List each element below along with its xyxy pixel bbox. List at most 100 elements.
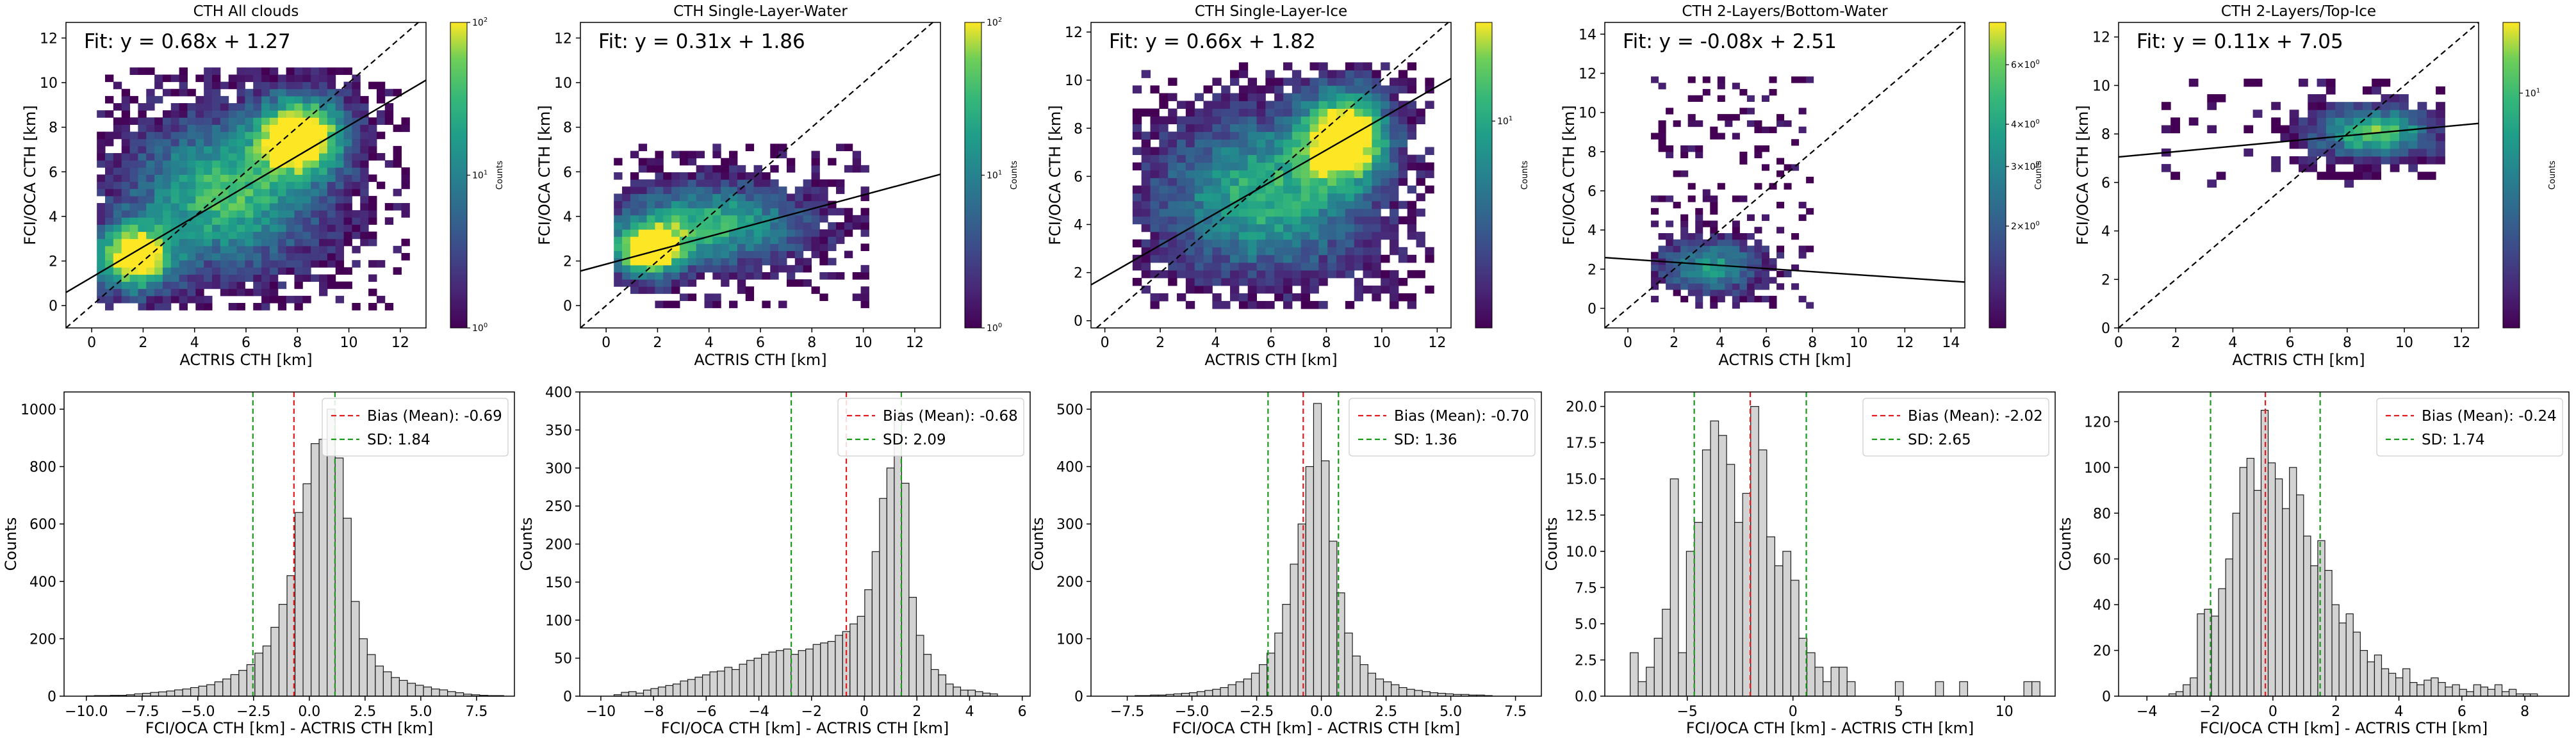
density-cell — [220, 188, 229, 197]
density-cell — [622, 193, 631, 202]
density-cell — [277, 231, 287, 240]
density-cell — [1300, 300, 1311, 309]
density-cell — [1761, 258, 1770, 265]
density-cell — [852, 215, 862, 223]
density-cell — [253, 174, 262, 183]
x-tick-label: 12 — [1428, 335, 1446, 351]
histogram-bar — [753, 658, 762, 697]
y-tick-label: 400 — [29, 574, 56, 590]
density-cell — [1695, 245, 1703, 252]
y-tick-label: 8 — [1587, 145, 1596, 161]
density-cell — [2207, 179, 2217, 188]
density-cell — [294, 217, 303, 225]
density-cell — [138, 145, 147, 154]
density-cell — [1256, 216, 1266, 225]
histogram-bar — [2508, 688, 2517, 697]
density-cell — [663, 265, 672, 273]
x-tick-label: 0 — [1101, 335, 1110, 351]
density-cell — [261, 103, 270, 111]
histogram-bar — [650, 688, 659, 697]
density-cell — [1292, 85, 1302, 94]
histogram-bar — [857, 615, 866, 697]
density-cell — [1390, 170, 1399, 179]
density-cell — [154, 238, 163, 247]
density-cell — [770, 200, 779, 209]
density-cell — [228, 131, 238, 140]
density-cell — [860, 208, 869, 216]
density-cell — [1185, 170, 1195, 179]
density-cell — [113, 210, 122, 218]
density-cell — [1354, 208, 1364, 217]
histogram-bar — [886, 468, 895, 697]
density-cell — [154, 174, 163, 183]
density-cell — [261, 67, 270, 75]
density-cell — [811, 186, 820, 194]
density-cell — [335, 210, 345, 218]
density-cell — [146, 203, 155, 211]
density-cell — [811, 193, 820, 202]
legend-box — [837, 398, 1024, 457]
density-cell — [1150, 224, 1160, 232]
histogram-bar — [2289, 467, 2297, 697]
density-cell — [187, 217, 196, 225]
density-cell — [1300, 170, 1311, 179]
density-cell — [277, 195, 287, 204]
density-cell — [228, 231, 238, 240]
density-cell — [154, 117, 163, 125]
density-cell — [704, 179, 713, 187]
density-cell — [352, 217, 361, 225]
histogram-bar — [2197, 613, 2205, 697]
density-cell — [1318, 101, 1328, 109]
colorbar-tick-label: 101 — [987, 170, 1002, 181]
density-cell — [687, 265, 697, 273]
histogram-bar — [1320, 460, 1330, 697]
density-cell — [277, 138, 287, 147]
histogram-panel: −10 −8 −6 −4 −2 0 2 4 6050100150200250300350400F… — [518, 385, 1031, 737]
density-cell — [1327, 224, 1337, 232]
density-cell — [187, 174, 196, 183]
density-cell — [630, 257, 639, 266]
density-cell — [245, 217, 254, 225]
y-axis-label: Counts — [518, 517, 536, 571]
density-cell — [762, 272, 771, 280]
density-cell — [679, 172, 689, 180]
colorbar — [964, 22, 982, 329]
density-cell — [212, 81, 221, 90]
density-cell — [335, 245, 345, 254]
density-cell — [1407, 254, 1417, 263]
density-cell — [286, 188, 295, 197]
density-cell — [1390, 77, 1399, 86]
density-cell — [614, 172, 623, 180]
density-cell — [302, 67, 311, 75]
histogram-bar — [1742, 493, 1752, 697]
density-cell — [1754, 239, 1762, 247]
density-cell — [286, 110, 295, 118]
density-cell — [311, 238, 320, 247]
density-cell — [212, 67, 221, 75]
density-cell — [1292, 277, 1302, 286]
density-cell — [154, 145, 163, 154]
density-cell — [1739, 233, 1748, 240]
density-cell — [228, 174, 238, 183]
legend-box — [1349, 398, 1536, 457]
density-cell — [393, 124, 402, 133]
density-cell — [1345, 162, 1355, 171]
density-cell — [1238, 170, 1249, 179]
density-cell — [1363, 162, 1372, 171]
density-cell — [671, 236, 680, 244]
x-tick-label: 4 — [2228, 335, 2237, 351]
density-cell — [1354, 154, 1364, 163]
density-cell — [2188, 78, 2199, 87]
density-cell — [376, 131, 386, 140]
density-cell — [2299, 125, 2308, 134]
density-cell — [1203, 124, 1213, 133]
density-cell — [97, 288, 106, 297]
density-cell — [1372, 254, 1381, 263]
x-tick-label: −7.5 — [125, 704, 159, 720]
y-tick-label: 15.0 — [1566, 472, 1597, 488]
density-cell — [154, 167, 163, 175]
density-cell — [187, 203, 196, 211]
density-cell — [1292, 262, 1302, 271]
density-cell — [277, 303, 287, 311]
density-cell — [311, 203, 320, 211]
